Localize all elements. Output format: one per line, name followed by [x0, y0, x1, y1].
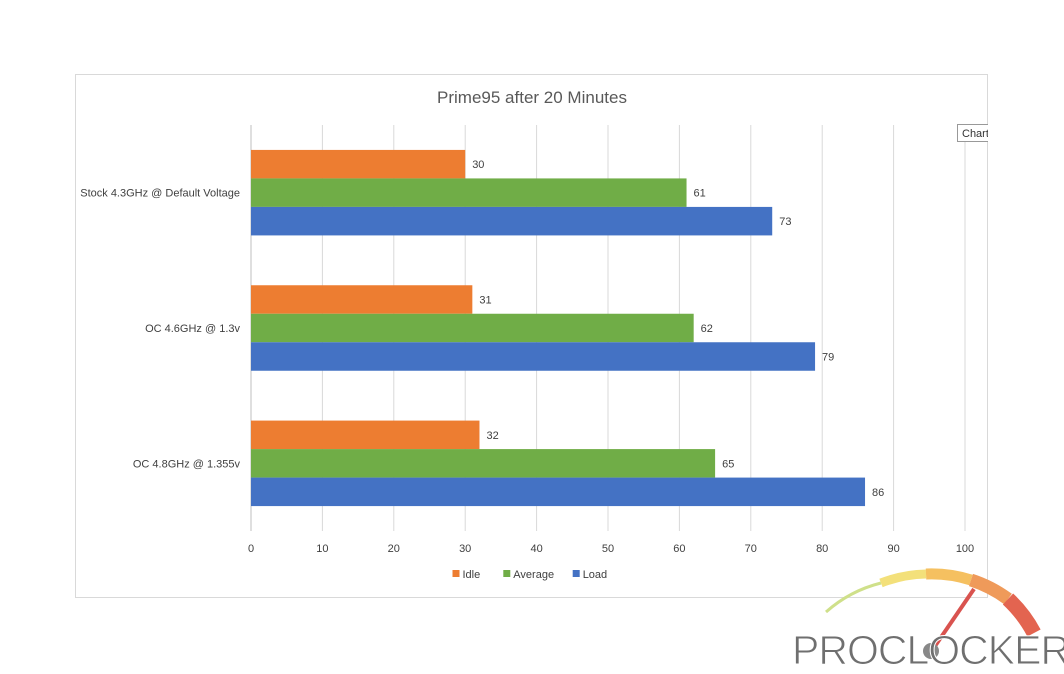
plot-area	[251, 149, 866, 507]
bar-load-2[interactable]	[251, 477, 866, 507]
data-label-average-0: 61	[694, 188, 706, 200]
chart-area[interactable]: Prime95 after 20 Minutes 0 10 20 30 40 50 60 70…	[75, 74, 988, 598]
data-label-idle-2: 32	[486, 430, 498, 442]
legend-swatch-load	[572, 570, 580, 577]
legend[interactable]: Idle Average Load	[452, 569, 608, 581]
legend-label-average: Average	[513, 569, 554, 581]
x-tick-label-100: 100	[956, 543, 974, 555]
x-tick-label-80: 80	[816, 543, 828, 555]
category-label-0: Stock 4.3GHz @ Default Voltage	[80, 188, 240, 200]
category-label-2: OC 4.8GHz @ 1.355v	[133, 458, 241, 470]
data-label-load-0: 73	[779, 216, 791, 228]
x-tick-label-60: 60	[673, 543, 685, 555]
x-tick-label-90: 90	[887, 543, 899, 555]
x-tick-label-70: 70	[745, 543, 757, 555]
x-tick-label-40: 40	[530, 543, 542, 555]
bar-average-0[interactable]	[251, 178, 687, 207]
proclockers-logo: PROCLOCKERS	[792, 568, 1064, 674]
data-label-idle-1: 31	[479, 295, 491, 307]
bar-idle-1[interactable]	[251, 285, 473, 314]
legend-swatch-idle	[452, 570, 460, 577]
bar-load-1[interactable]	[251, 342, 816, 371]
bar-load-0[interactable]	[251, 206, 773, 236]
data-label-load-2: 86	[872, 487, 884, 499]
legend-label-idle: Idle	[463, 569, 481, 581]
chart-tooltip: Chart	[957, 124, 988, 142]
x-tick-label-0: 0	[248, 543, 254, 555]
chart-svg: Prime95 after 20 Minutes 0 10 20 30 40 50 60 70…	[80, 88, 974, 581]
legend-swatch-average	[503, 570, 511, 577]
data-label-load-1: 79	[822, 352, 834, 364]
x-tick-label-10: 10	[316, 543, 328, 555]
bar-average-2[interactable]	[251, 449, 716, 478]
x-tick-label-30: 30	[459, 543, 471, 555]
x-tick-label-20: 20	[388, 543, 400, 555]
data-label-average-2: 65	[722, 458, 734, 470]
chart-title: Prime95 after 20 Minutes	[437, 88, 627, 107]
data-label-idle-0: 30	[472, 159, 484, 171]
axis-labels: 0 10 20 30 40 50 60 70 80 90 100 Stock 4.3GHz @ Def…	[80, 159, 974, 555]
speedometer-gauge-icon	[825, 568, 1041, 659]
x-tick-label-50: 50	[602, 543, 614, 555]
category-label-1: OC 4.6GHz @ 1.3v	[145, 323, 240, 335]
legend-label-load: Load	[583, 569, 607, 581]
bar-average-1[interactable]	[251, 313, 694, 343]
bar-idle-2[interactable]	[251, 420, 480, 450]
proclockers-wordmark: PROCLOCKERS	[792, 627, 1064, 673]
bar-idle-0[interactable]	[251, 149, 466, 179]
data-label-average-1: 62	[701, 323, 713, 335]
